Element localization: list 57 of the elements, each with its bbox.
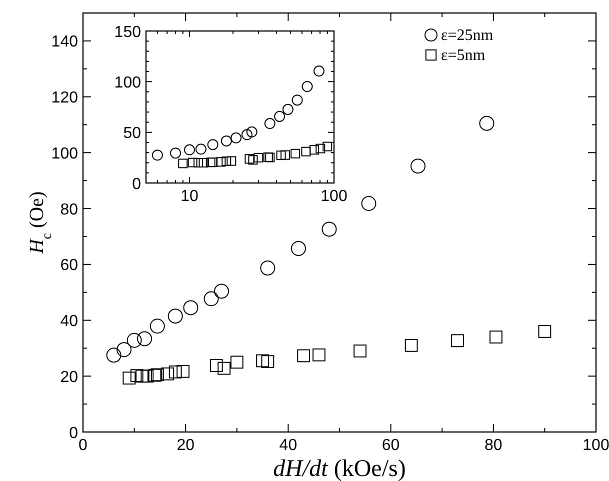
y-tick-label: 40 bbox=[60, 313, 78, 330]
legend-label: ε=5nm bbox=[441, 47, 486, 64]
y-tick-label: 80 bbox=[60, 201, 78, 218]
point bbox=[176, 364, 190, 378]
point bbox=[137, 331, 152, 346]
x-tick-label: 10 bbox=[180, 188, 198, 205]
point bbox=[354, 344, 366, 358]
point bbox=[538, 324, 552, 338]
legend-label: ε=25nm bbox=[441, 27, 494, 44]
y-tick-label: 0 bbox=[69, 424, 78, 442]
point bbox=[168, 365, 182, 378]
point bbox=[218, 362, 231, 375]
point bbox=[150, 368, 164, 382]
point bbox=[204, 291, 219, 306]
point bbox=[122, 372, 136, 385]
point bbox=[136, 370, 148, 383]
point bbox=[126, 332, 142, 348]
point bbox=[290, 240, 306, 256]
point bbox=[106, 348, 122, 363]
y-tick-label: 50 bbox=[123, 125, 142, 142]
y-tick-label: 0 bbox=[132, 176, 142, 193]
point bbox=[260, 260, 276, 276]
point bbox=[312, 348, 326, 362]
point bbox=[230, 356, 244, 369]
y-tick-label: 100 bbox=[51, 145, 78, 162]
point bbox=[150, 318, 165, 334]
point bbox=[148, 368, 162, 382]
y-tick-label: 60 bbox=[60, 257, 78, 274]
point bbox=[410, 158, 426, 174]
point bbox=[404, 338, 418, 352]
point bbox=[140, 370, 154, 383]
y-tick-label: 20 bbox=[60, 368, 78, 386]
x-tick-label: 100 bbox=[582, 437, 609, 454]
y-tick-label: 120 bbox=[51, 90, 78, 107]
point bbox=[214, 284, 230, 299]
x-tick-label: 80 bbox=[484, 437, 502, 454]
point bbox=[479, 116, 494, 131]
point bbox=[451, 334, 464, 348]
point bbox=[161, 367, 174, 380]
point bbox=[261, 355, 274, 368]
point bbox=[361, 196, 376, 212]
y-tick-label: 100 bbox=[114, 74, 142, 92]
x-axis-title: dH/dt (kOe/s) bbox=[273, 456, 406, 481]
point bbox=[322, 222, 337, 237]
y-tick-label: 140 bbox=[51, 34, 78, 51]
point bbox=[297, 349, 310, 362]
x-tick-label: 20 bbox=[176, 437, 195, 454]
point bbox=[168, 308, 183, 324]
point bbox=[116, 342, 132, 358]
point bbox=[256, 354, 269, 368]
x-tick-label: 40 bbox=[279, 437, 298, 454]
point bbox=[183, 300, 198, 316]
point bbox=[130, 369, 144, 382]
y-tick-label: 150 bbox=[114, 24, 142, 41]
point bbox=[210, 359, 223, 372]
x-tick-label: 60 bbox=[382, 437, 400, 454]
point bbox=[490, 330, 502, 344]
